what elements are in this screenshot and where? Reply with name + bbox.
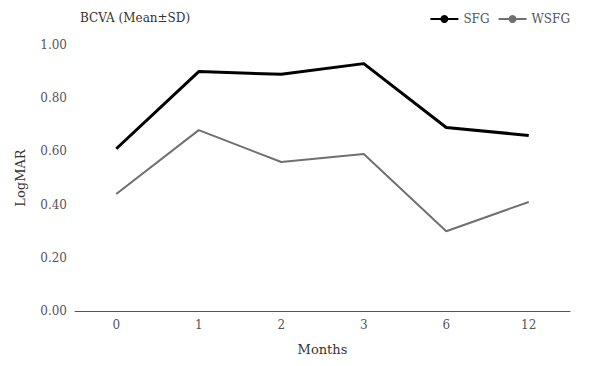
svg-text:SFG: SFG	[463, 12, 489, 26]
svg-text:0: 0	[112, 318, 120, 332]
svg-text:0.80: 0.80	[40, 91, 67, 105]
svg-text:1: 1	[195, 318, 203, 332]
svg-text:LogMAR: LogMAR	[13, 148, 28, 206]
svg-text:0.60: 0.60	[40, 144, 67, 158]
svg-text:12: 12	[521, 318, 536, 332]
svg-text:0.20: 0.20	[40, 251, 67, 265]
svg-text:0.40: 0.40	[40, 198, 67, 212]
svg-text:3: 3	[360, 318, 368, 332]
svg-text:2: 2	[277, 318, 285, 332]
svg-text:Months: Months	[298, 342, 348, 357]
svg-text:0.00: 0.00	[40, 304, 67, 318]
svg-text:BCVA (Mean±SD): BCVA (Mean±SD)	[80, 11, 190, 25]
svg-text:WSFG: WSFG	[532, 12, 570, 26]
svg-text:1.00: 1.00	[40, 38, 67, 52]
svg-text:6: 6	[442, 318, 450, 332]
